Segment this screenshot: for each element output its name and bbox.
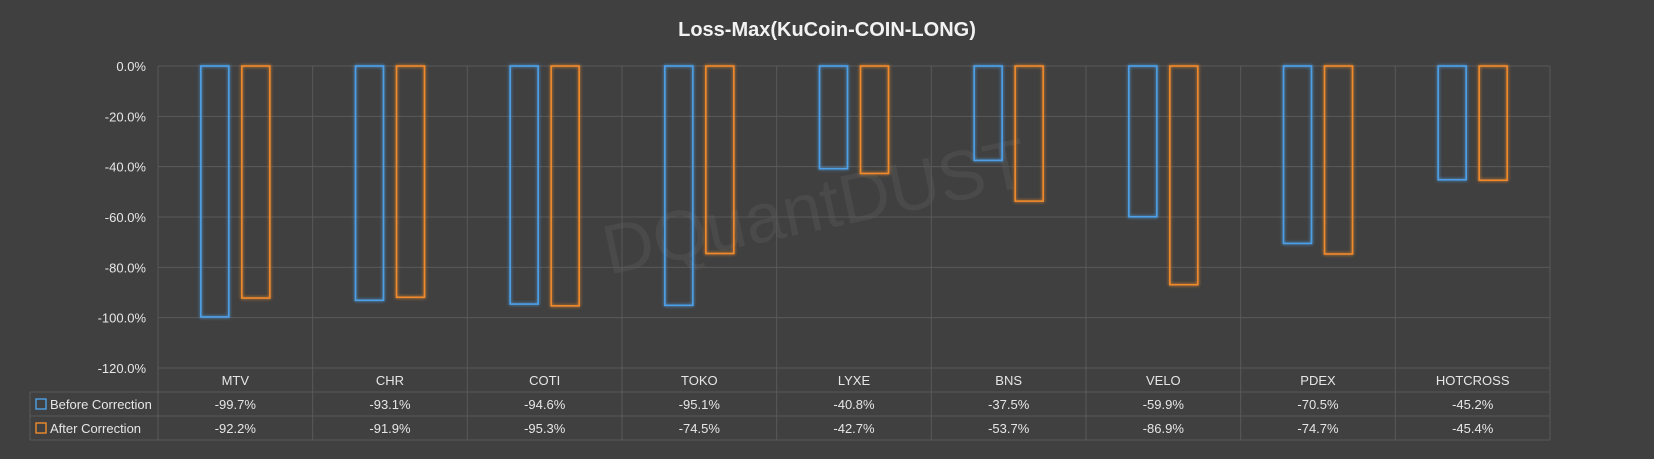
bar-after-correction-mtv xyxy=(241,65,271,299)
data-label: -59.9% xyxy=(1143,397,1185,412)
data-label: -93.1% xyxy=(369,397,411,412)
data-table: MTV CHR COTI TOKO LYXE BNS VELO PDEX HOTCROSS Bef… xyxy=(29,367,1550,441)
data-label: -37.5% xyxy=(988,397,1030,412)
legend-swatch xyxy=(35,398,47,410)
legend-label: Before Correction xyxy=(50,397,152,412)
data-label: -86.9% xyxy=(1143,421,1185,436)
category-label: VELO xyxy=(1146,373,1181,388)
data-label: -91.9% xyxy=(369,421,411,436)
data-label: -42.7% xyxy=(833,421,875,436)
legend-swatch xyxy=(35,422,47,434)
y-axis-tick-labels: 0.0% -20.0% -40.0% -60.0% -80.0% -100.0% -120.… xyxy=(98,59,147,376)
bar-before-correction-velo xyxy=(1128,65,1158,218)
data-label: -94.6% xyxy=(524,397,566,412)
bar-before-correction-bns xyxy=(973,65,1003,162)
bar-after-correction-pdex xyxy=(1323,65,1354,255)
y-tick-label: -40.0% xyxy=(105,160,147,175)
data-label: -99.7% xyxy=(215,397,257,412)
category-label: COTI xyxy=(529,373,560,388)
bar-after-correction-chr xyxy=(395,65,426,299)
data-label: -45.2% xyxy=(1452,397,1494,412)
bar-after-correction-coti xyxy=(550,65,580,307)
legend-label: After Correction xyxy=(50,421,141,436)
bar-before-correction-pdex xyxy=(1282,65,1313,245)
y-tick-label: -20.0% xyxy=(105,109,147,124)
bar-after-correction-toko xyxy=(705,65,735,255)
chart-title: Loss-Max(KuCoin-COIN-LONG) xyxy=(678,19,976,41)
y-tick-label: -100.0% xyxy=(98,311,147,326)
data-label: -95.1% xyxy=(679,397,721,412)
y-tick-label: 0.0% xyxy=(116,59,146,74)
data-label: -40.8% xyxy=(833,397,875,412)
bar-after-correction-velo xyxy=(1169,65,1199,286)
data-label: -70.5% xyxy=(1297,397,1339,412)
bar-before-correction-lyxe xyxy=(818,65,849,170)
bar-before-correction-hotcross xyxy=(1437,65,1467,181)
y-tick-label: -60.0% xyxy=(105,210,147,225)
category-label: PDEX xyxy=(1300,373,1336,388)
data-label: -45.4% xyxy=(1452,421,1494,436)
category-label: MTV xyxy=(222,373,250,388)
data-label: -74.5% xyxy=(679,421,721,436)
data-label: -74.7% xyxy=(1297,421,1339,436)
bar-before-correction-chr xyxy=(354,65,385,302)
bar-after-correction-hotcross xyxy=(1478,65,1508,182)
bar-after-correction-bns xyxy=(1014,65,1044,202)
category-label: HOTCROSS xyxy=(1436,373,1510,388)
data-label: -95.3% xyxy=(524,421,566,436)
category-label: CHR xyxy=(376,373,404,388)
bar-before-correction-mtv xyxy=(200,65,230,318)
data-label: -53.7% xyxy=(988,421,1030,436)
chart-watermark: DQuantDUST xyxy=(596,123,1035,289)
bars xyxy=(200,65,1508,318)
bar-after-correction-lyxe xyxy=(859,65,890,175)
category-label: BNS xyxy=(995,373,1022,388)
bar-before-correction-toko xyxy=(664,65,694,307)
gridlines xyxy=(157,65,1551,440)
bar-before-correction-coti xyxy=(509,65,539,305)
y-tick-label: -120.0% xyxy=(98,361,147,376)
y-tick-label: -80.0% xyxy=(105,260,147,275)
category-label: LYXE xyxy=(838,373,871,388)
data-label: -92.2% xyxy=(215,421,257,436)
category-label: TOKO xyxy=(681,373,718,388)
